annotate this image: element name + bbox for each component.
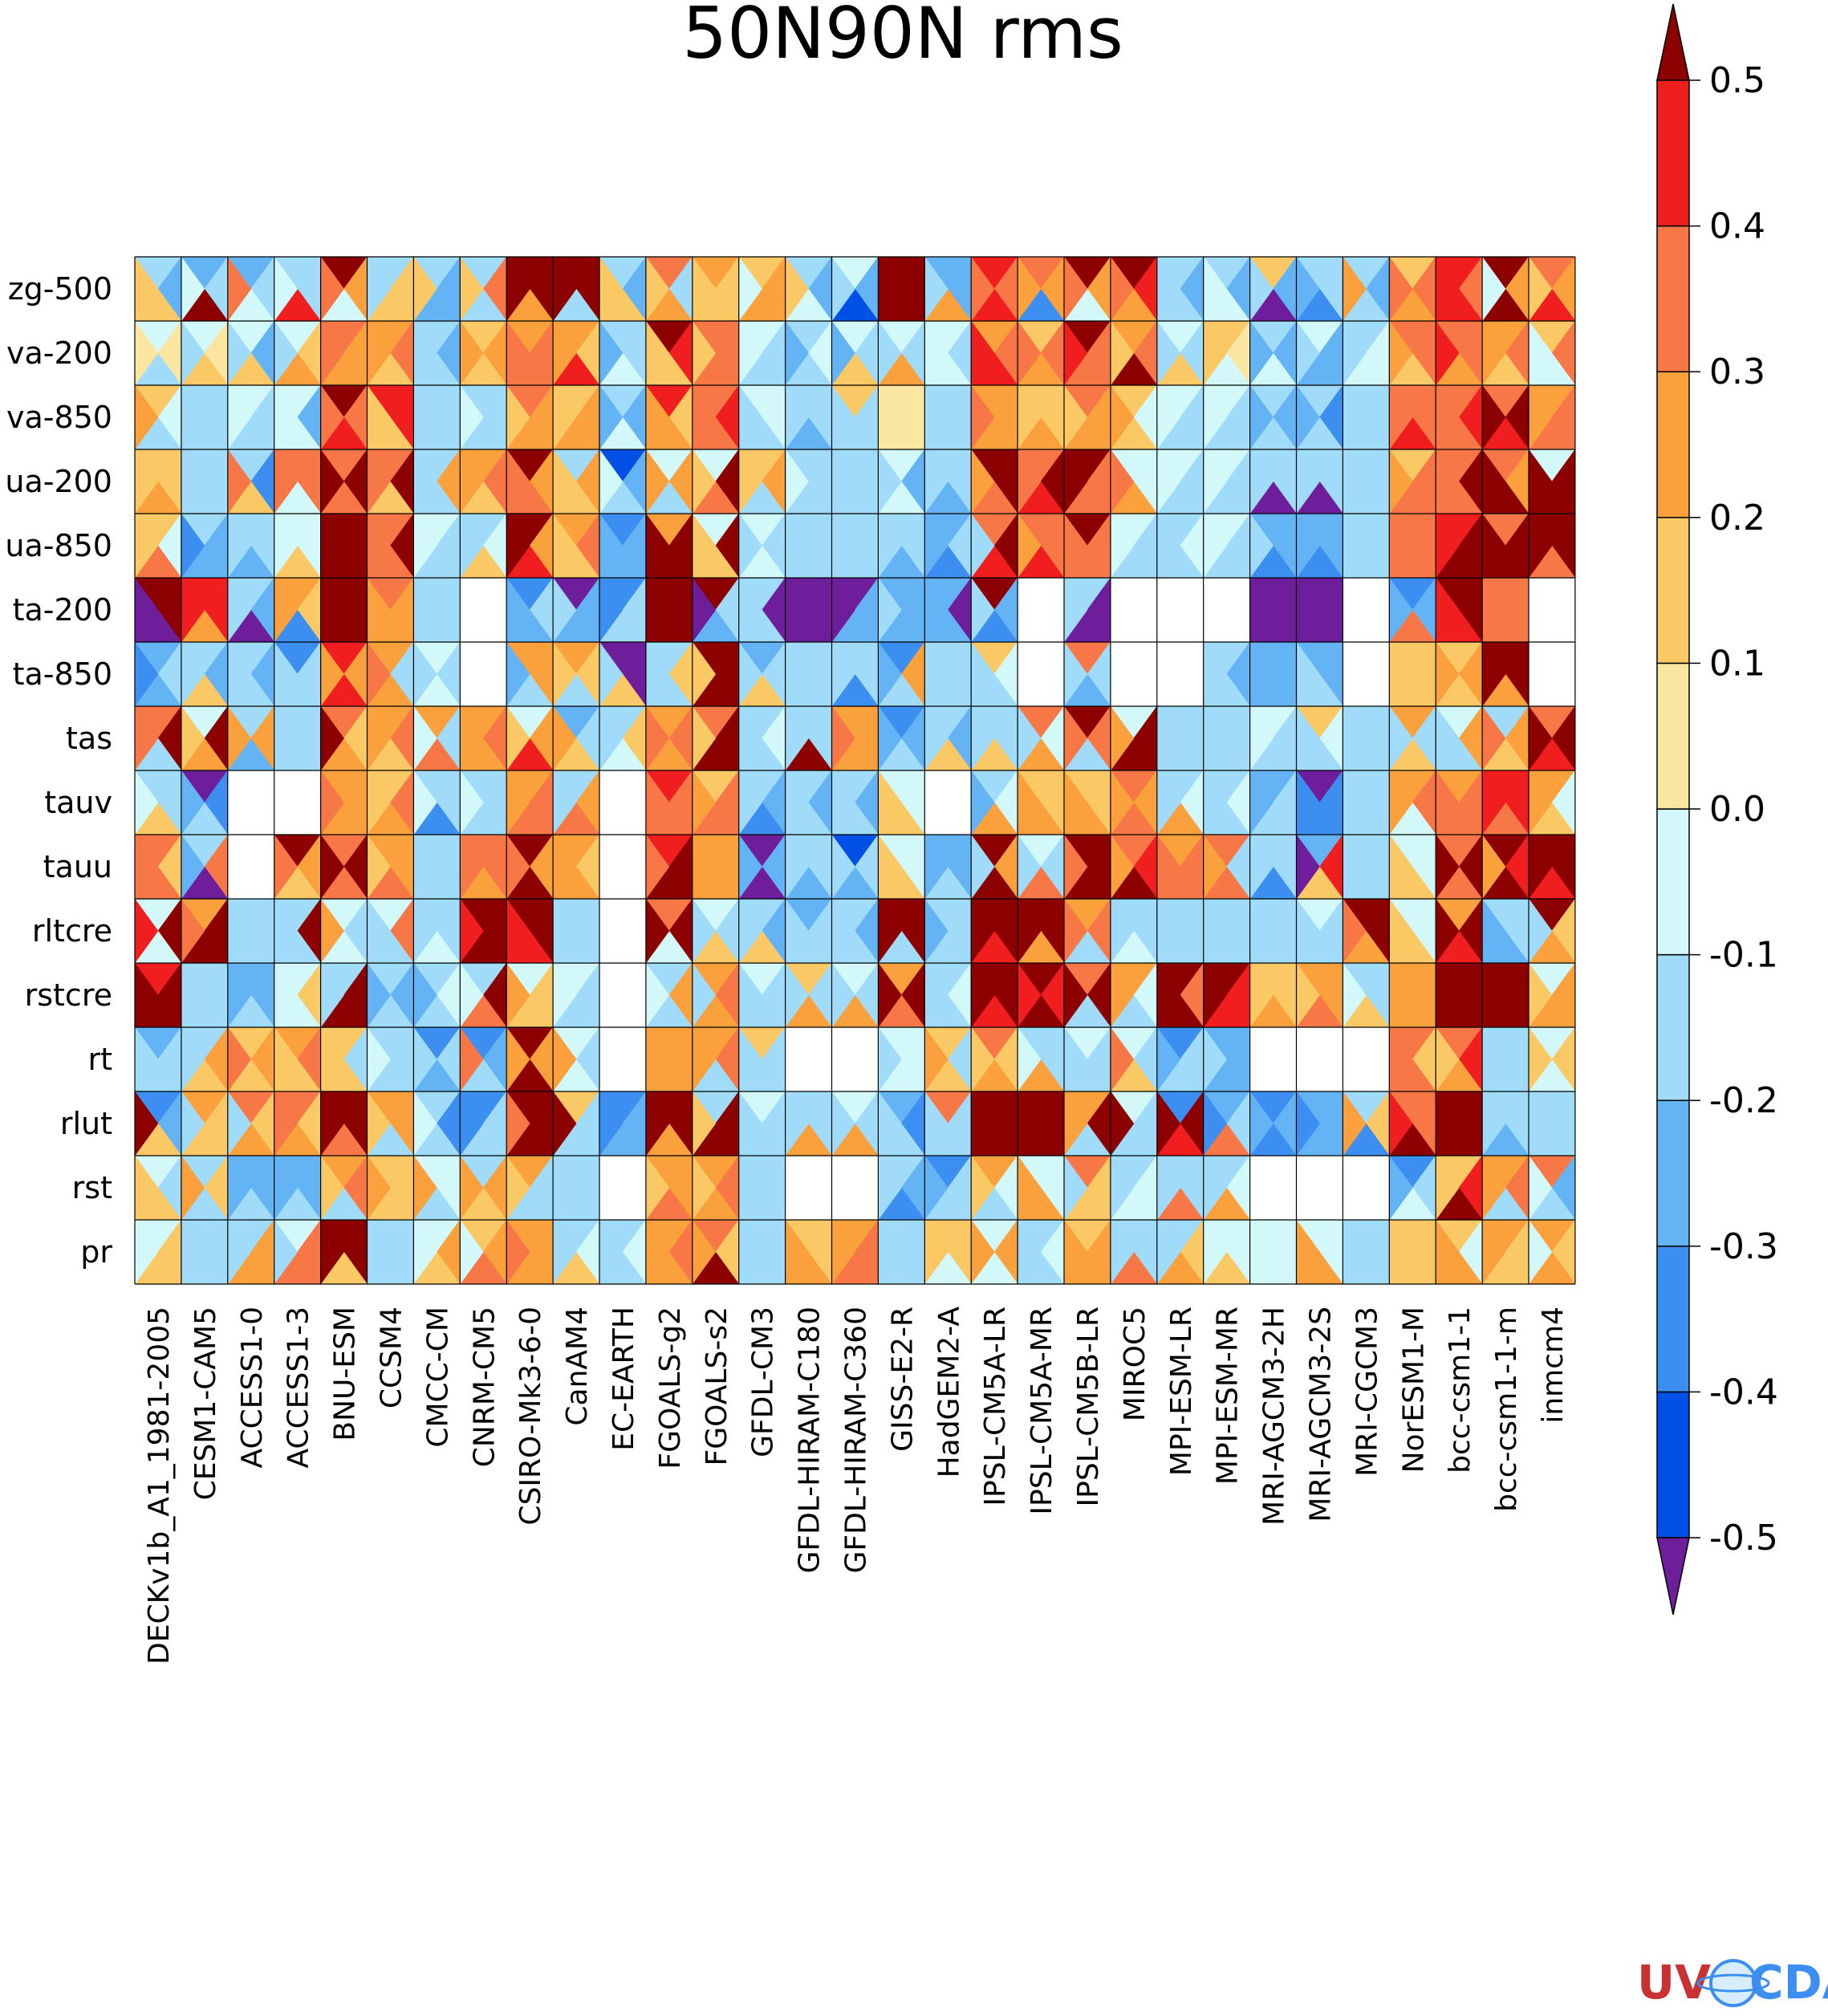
logo-uv-text: UV [1637,1955,1711,2010]
colorbar [1656,3,1690,1616]
column-label: EC-EARTH [607,1307,640,1451]
chart-title: 50N90N rms [682,0,1123,75]
row-label: rt [87,1042,112,1077]
row-label: tas [66,721,112,756]
column-label: MIROC5 [1119,1307,1152,1421]
colorbar-tick-label: -0.4 [1709,1372,1778,1412]
colorbar-tick-label: 0.2 [1709,498,1765,539]
colorbar-segment [1656,808,1690,956]
colorbar-segment [1656,1391,1690,1538]
column-label: GFDL-HIRAM-C360 [839,1307,872,1574]
column-label: BNU-ESM [329,1307,362,1441]
column-label: MRI-AGCM3-2H [1258,1307,1291,1526]
colorbar-tick-label: -0.5 [1709,1518,1778,1559]
heatmap-cells [134,256,1576,1285]
column-label: CESM1-CAM5 [189,1307,222,1500]
colorbar-segment [1656,1099,1690,1247]
colorbar-segment [1656,371,1690,518]
row-label: tauu [43,849,112,884]
column-label: GFDL-HIRAM-C180 [794,1307,827,1574]
colorbar-segment [1656,953,1690,1101]
column-label: GFDL-CM3 [747,1307,780,1457]
column-label: FGOALS-g2 [654,1307,687,1469]
column-label: IPSL-CM5B-LR [1072,1307,1105,1506]
column-label: IPSL-CM5A-LR [979,1307,1012,1506]
row-label: ta-200 [13,592,112,628]
colorbar-tick-label: -0.2 [1709,1080,1778,1121]
column-label: MPI-ESM-LR [1165,1307,1198,1476]
row-label: va-200 [6,335,112,371]
colorbar-segment [1656,517,1690,665]
colorbar-segment [1656,662,1690,810]
column-label: bcc-csm1-1-m [1490,1307,1523,1512]
column-label: MRI-AGCM3-2S [1304,1307,1337,1522]
column-label: NorESM1-M [1397,1307,1430,1473]
orbit-icon [1696,1973,1770,1993]
column-labels: DECKv1b_A1_1981-2005 CESM1-CAM5 ACCESS1-0 A… [143,1307,1570,1664]
colorbar-tick-label: -0.1 [1709,935,1778,976]
row-label: rst [72,1170,112,1205]
column-label: MRI-CGCM3 [1351,1307,1383,1477]
colorbar-tick-label: -0.3 [1709,1226,1778,1267]
colorbar-segment [1656,79,1690,227]
row-label: va-850 [6,400,112,435]
column-label: CSIRO-Mk3-6-0 [514,1307,547,1526]
row-label: zg-500 [8,271,112,307]
column-label: DECKv1b_A1_1981-2005 [143,1307,176,1664]
row-label: ua-850 [5,528,112,563]
row-label: rstcre [25,978,112,1013]
column-label: bcc-csm1-1 [1444,1307,1477,1473]
colorbar-segment [1656,225,1690,372]
column-label: CNRM-CM5 [468,1307,501,1467]
row-label: ta-850 [13,656,112,692]
column-label: ACCESS1-0 [236,1307,269,1469]
column-label: IPSL-CM5A-MR [1026,1307,1058,1515]
row-labels: zg-500 va-200 va-850 ua-200 ua-850 ta-200 ta-8… [5,271,112,1270]
row-label: pr [80,1234,112,1270]
column-label: CanAM4 [561,1307,594,1426]
row-label: tauv [44,785,112,820]
row-label: rlut [60,1106,112,1141]
colorbar-tick-label: 0.0 [1709,789,1765,830]
colorbar-segment [1656,1246,1690,1393]
row-label: ua-200 [5,464,112,499]
cell-grid [134,256,1576,1285]
colorbar-tick-labels: -0.5 -0.4 -0.3 -0.2 -0.1 0.0 0.1 0.2 0.3 0.4 0.5 [1689,60,1778,1559]
colorbar-tick-label: 0.4 [1709,206,1765,247]
column-label: GISS-E2-R [886,1307,919,1452]
logo-cdat-text: CDAT [1749,1955,1828,2010]
column-label: FGOALS-s2 [701,1307,733,1466]
column-label: HadGEM2-A [932,1307,965,1478]
row-label: rltcre [32,913,112,949]
colorbar-tick-label: 0.5 [1709,60,1765,101]
globe-icon [1709,1959,1757,2007]
colorbar-tick-label: 0.1 [1709,643,1765,684]
colorbar-tick-label: 0.3 [1709,352,1765,392]
colorbar-over-arrow [1656,3,1690,81]
column-label: ACCESS1-3 [282,1307,315,1469]
column-label: CCSM4 [375,1307,408,1408]
uvcdat-logo: UV CDAT [1637,1955,1828,2010]
column-label: CMCC-CM [421,1307,454,1448]
column-label: inmcm4 [1537,1307,1570,1424]
column-label: MPI-ESM-MR [1212,1307,1245,1485]
colorbar-under-arrow [1656,1537,1690,1616]
